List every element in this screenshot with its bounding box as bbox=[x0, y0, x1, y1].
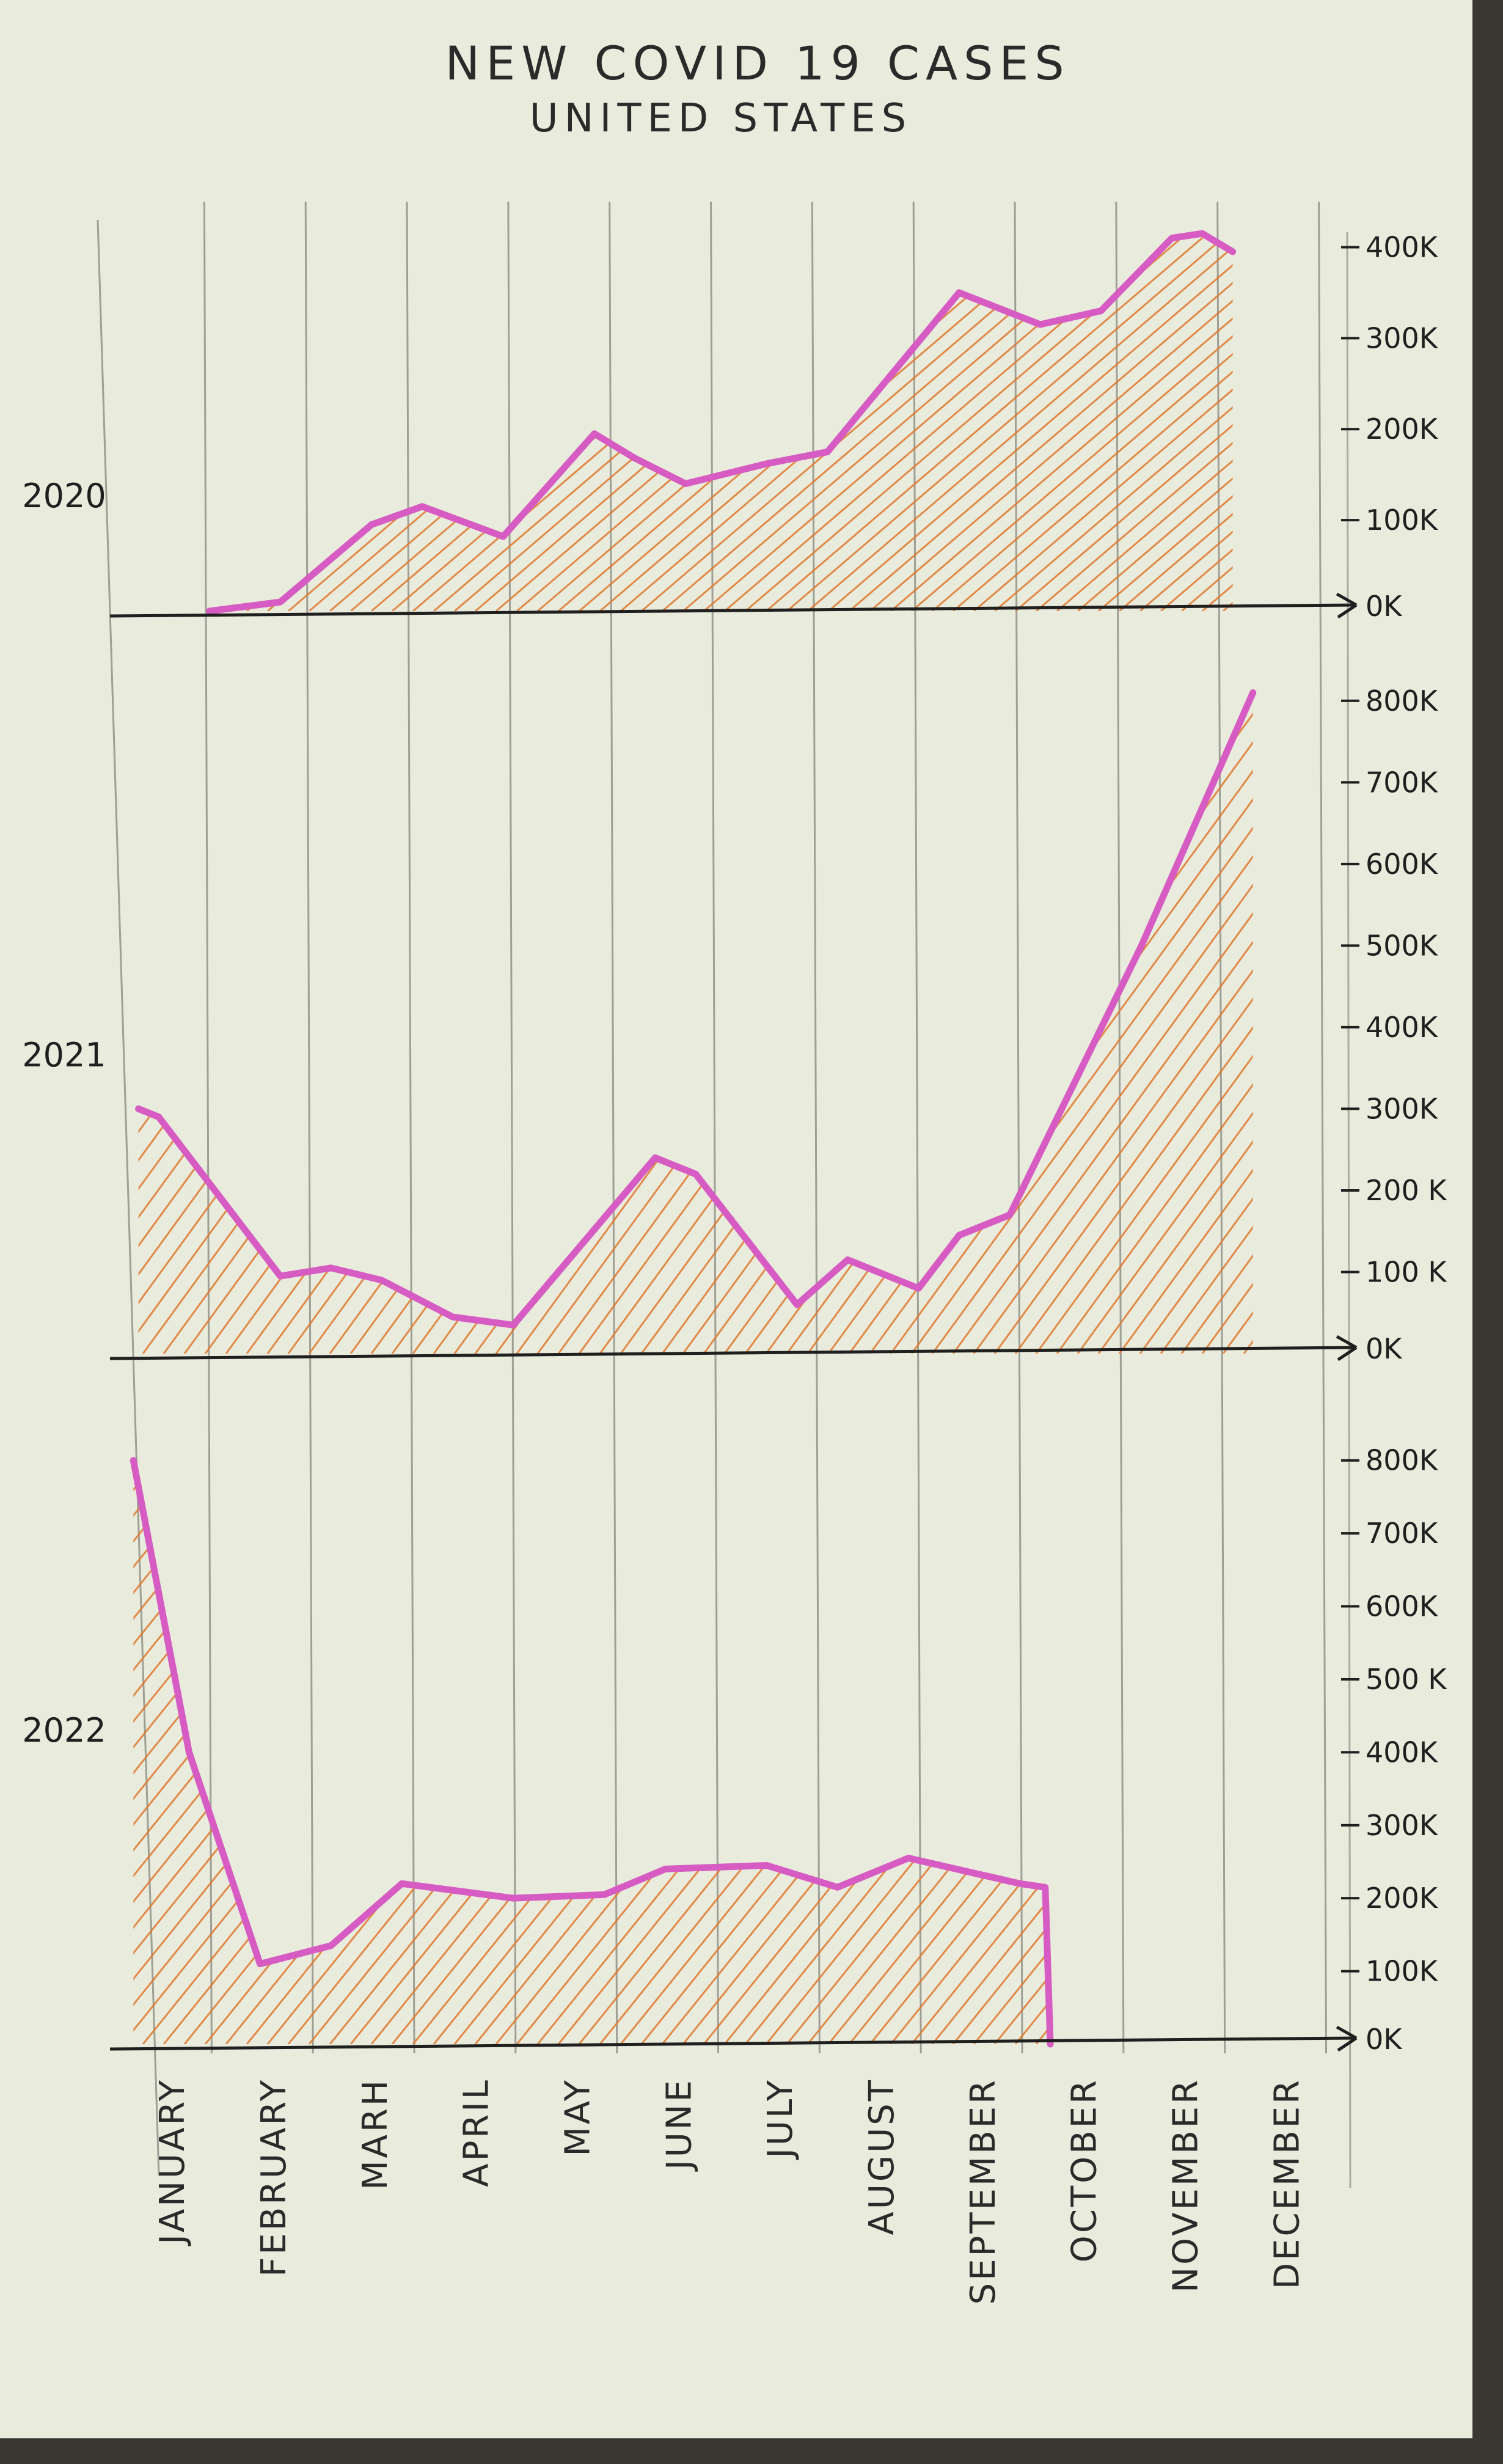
y-tick-label: 400K bbox=[1366, 230, 1439, 263]
x-month-label: DECEMBER bbox=[1267, 2078, 1307, 2289]
chart-title: NEW COVID 19 CASES bbox=[445, 36, 1070, 90]
baseline-axis bbox=[109, 1346, 1357, 1360]
y-tick-label: 0K bbox=[1366, 1332, 1403, 1365]
y-tick-label: 0K bbox=[1366, 590, 1403, 623]
chart-subtitle: UNITED STATES bbox=[530, 96, 912, 141]
y-tick-label: 100K bbox=[1366, 504, 1439, 537]
x-month-label: SEPTEMBER bbox=[964, 2078, 1003, 2304]
y-tick-label: 300K bbox=[1366, 1809, 1439, 1842]
y-tick-label: 500 K bbox=[1366, 1663, 1447, 1696]
month-gridline bbox=[1014, 201, 1023, 2054]
month-gridline bbox=[1115, 201, 1125, 2054]
x-month-label: APRIL bbox=[457, 2078, 497, 2187]
baseline-axis bbox=[109, 603, 1357, 618]
y-tick-label: 600K bbox=[1366, 848, 1439, 881]
x-month-label: MARH bbox=[356, 2078, 395, 2190]
y-tick-label: 200K bbox=[1366, 413, 1439, 446]
month-gridline bbox=[609, 201, 618, 2054]
y-tick-label: 100 K bbox=[1366, 1255, 1447, 1288]
month-gridline bbox=[304, 201, 314, 2054]
left-gridline bbox=[97, 219, 160, 2176]
year-label-2020: 2020 bbox=[22, 477, 106, 515]
axis-arrow bbox=[1336, 1335, 1358, 1362]
axis-arrow bbox=[1336, 592, 1358, 619]
series-line-2022 bbox=[130, 1457, 1054, 2048]
x-month-label: AUGUST bbox=[862, 2078, 902, 2235]
month-gridline bbox=[811, 201, 821, 2054]
month-gridline bbox=[1318, 201, 1328, 2054]
y-tick-label: 700K bbox=[1366, 1517, 1439, 1550]
month-gridline bbox=[912, 201, 922, 2054]
y-tick-label: 400K bbox=[1366, 1736, 1439, 1769]
y-tick-label: 400K bbox=[1366, 1011, 1439, 1044]
y-tick-label: 200 K bbox=[1366, 1174, 1447, 1207]
y-tick-label: 200K bbox=[1366, 1882, 1439, 1915]
month-gridline bbox=[710, 201, 720, 2054]
desk-edge bbox=[1472, 0, 1503, 2464]
x-month-label: MAY bbox=[558, 2078, 598, 2156]
y-tick-label: 500K bbox=[1366, 929, 1439, 962]
x-month-label: JANUARY bbox=[153, 2078, 192, 2246]
x-month-label: JUNE bbox=[659, 2078, 699, 2172]
x-month-label: JULY bbox=[761, 2078, 800, 2160]
year-label-2022: 2022 bbox=[22, 1711, 106, 1750]
y-tick-label: 800K bbox=[1366, 684, 1439, 717]
series-line-2021 bbox=[135, 689, 1257, 1329]
baseline-axis bbox=[109, 2036, 1357, 2051]
y-tick-label: 100K bbox=[1366, 1955, 1439, 1988]
axis-arrow bbox=[1336, 2025, 1358, 2052]
y-tick-label: 700K bbox=[1366, 766, 1439, 799]
y-tick-label: 300K bbox=[1366, 1092, 1439, 1125]
right-gridline bbox=[1346, 232, 1351, 2188]
desk-edge-bottom bbox=[0, 2438, 1503, 2464]
year-label-2021: 2021 bbox=[22, 1036, 106, 1074]
y-tick-label: 300K bbox=[1366, 321, 1439, 354]
month-gridline bbox=[507, 201, 517, 2054]
x-month-label: OCTOBER bbox=[1065, 2078, 1105, 2262]
month-gridline bbox=[203, 201, 213, 2054]
y-tick-label: 600K bbox=[1366, 1590, 1439, 1623]
series-line-2020 bbox=[206, 230, 1237, 615]
x-month-label: FEBRUARY bbox=[254, 2078, 294, 2277]
y-tick-label: 800K bbox=[1366, 1444, 1439, 1477]
y-tick-label: 0K bbox=[1366, 2023, 1403, 2056]
x-month-label: NOVEMBER bbox=[1166, 2078, 1206, 2293]
